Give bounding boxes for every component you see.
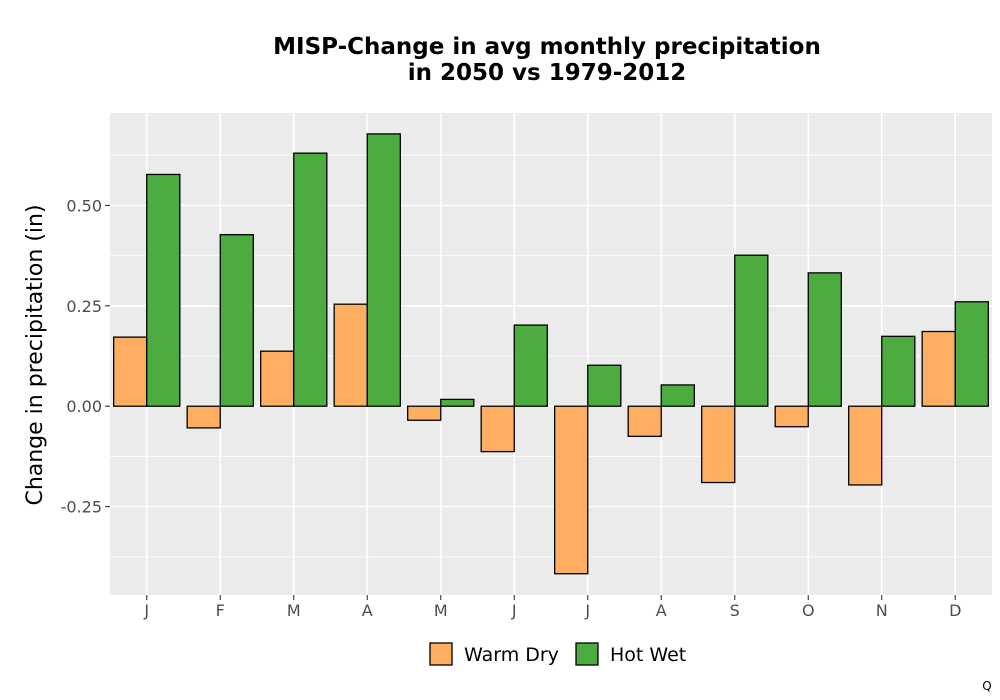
y-tick-label: 0.50 — [66, 196, 102, 215]
y-tick-label: 0.00 — [66, 397, 102, 416]
bar-hot-wet — [807, 272, 842, 407]
bar-warm-dry — [407, 405, 442, 421]
bar-warm-dry — [701, 405, 736, 484]
x-tick-label: M — [287, 601, 301, 620]
bar-hot-wet — [440, 398, 475, 407]
x-tick-label: J — [511, 601, 517, 620]
bar-warm-dry — [554, 405, 589, 575]
bar-warm-dry — [627, 405, 662, 437]
bar-warm-dry — [774, 405, 809, 428]
caption: Q — [982, 679, 991, 693]
bar-warm-dry — [921, 330, 956, 407]
legend-label-warm-dry: Warm Dry — [464, 644, 559, 666]
bar-warm-dry — [333, 303, 368, 407]
y-axis-ticks: -0.25 0.00 0.25 0.50 — [61, 196, 110, 517]
bar-hot-wet — [513, 324, 548, 407]
bar-hot-wet — [293, 152, 328, 407]
chart-title: MISP-Change in avg monthly precipitation… — [273, 34, 821, 86]
bars — [113, 133, 989, 575]
y-tick-label: 0.25 — [66, 297, 102, 316]
bar-hot-wet — [587, 364, 622, 407]
bar-hot-wet — [881, 335, 916, 407]
legend-swatch-warm-dry — [429, 642, 453, 666]
grid-minor — [110, 154, 992, 558]
x-tick-label: F — [216, 601, 225, 620]
bar-hot-wet — [954, 301, 989, 407]
x-tick-label: J — [584, 601, 590, 620]
x-tick-label: O — [802, 601, 815, 620]
bar-warm-dry — [480, 405, 515, 453]
y-axis-label: Change in precipitation (in) — [23, 204, 48, 505]
x-tick-label: N — [876, 601, 888, 620]
legend: Warm Dry Hot Wet — [429, 642, 686, 666]
bar-hot-wet — [146, 173, 181, 407]
x-tick-label: A — [656, 601, 667, 620]
legend-label-hot-wet: Hot Wet — [610, 644, 686, 666]
bar-hot-wet — [734, 254, 769, 407]
bar-hot-wet — [366, 133, 401, 407]
chart-title-line-2: in 2050 vs 1979-2012 — [408, 60, 687, 86]
chart-title-line-1: MISP-Change in avg monthly precipitation — [273, 34, 821, 60]
bar-warm-dry — [260, 350, 295, 407]
bar-warm-dry — [113, 336, 148, 407]
bar-hot-wet — [660, 384, 695, 407]
x-tick-label: S — [730, 601, 740, 620]
x-tick-label: A — [362, 601, 373, 620]
x-tick-label: J — [143, 601, 149, 620]
bar-hot-wet — [219, 234, 254, 407]
y-tick-label: -0.25 — [61, 498, 102, 517]
legend-swatch-hot-wet — [575, 642, 599, 666]
plot-panel — [110, 113, 992, 595]
x-tick-label: D — [949, 601, 961, 620]
x-tick-label: M — [434, 601, 448, 620]
bar-warm-dry — [186, 405, 221, 429]
bar-warm-dry — [848, 405, 883, 486]
